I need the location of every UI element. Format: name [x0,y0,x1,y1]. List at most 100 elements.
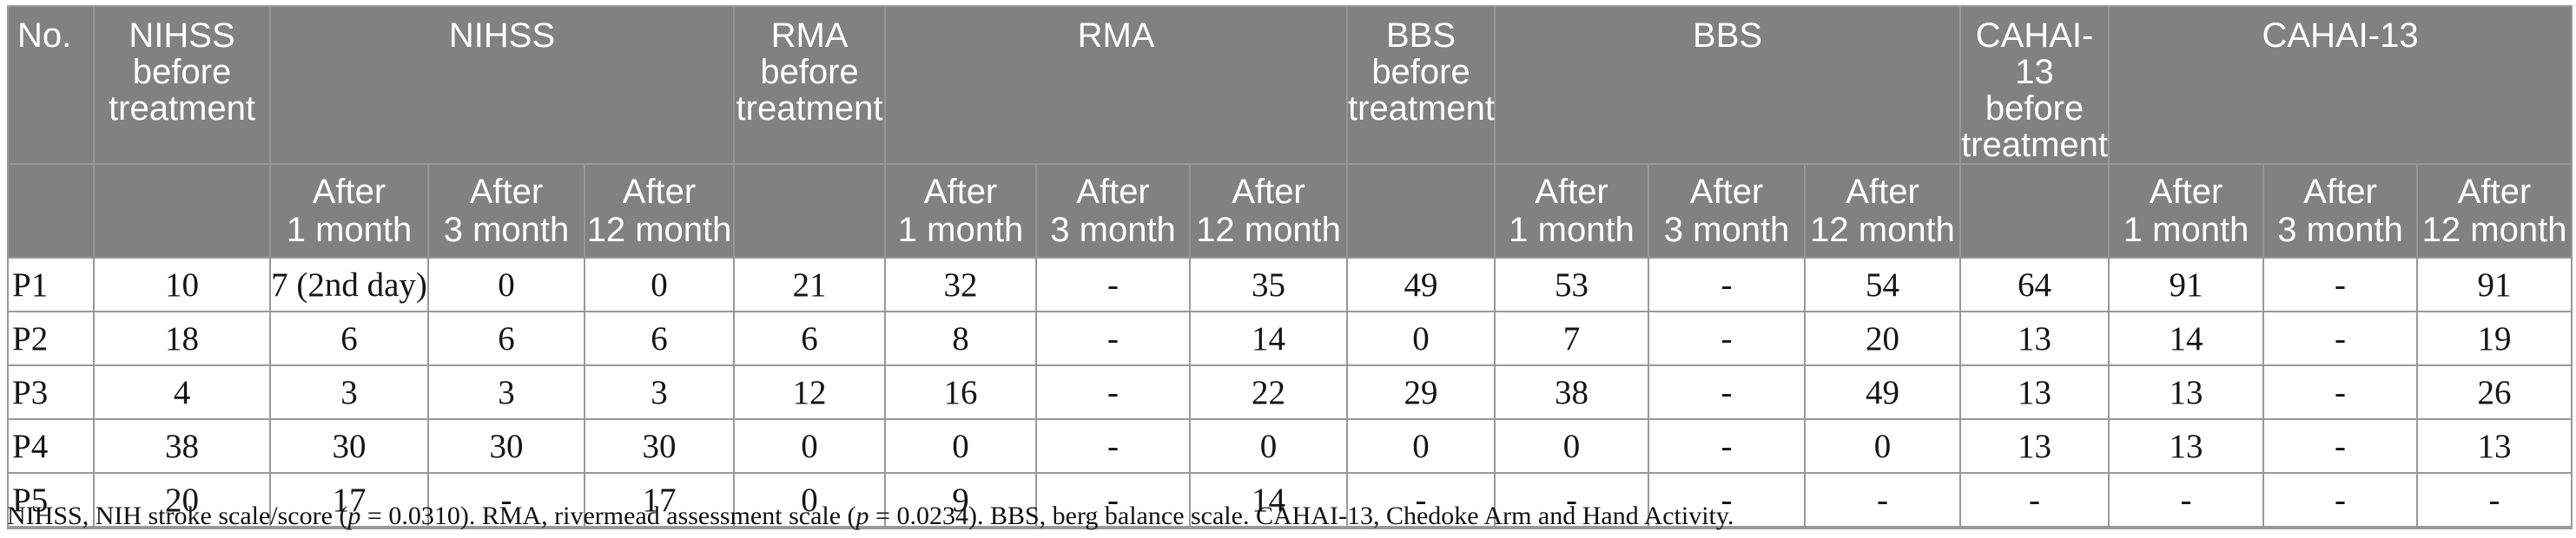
score-cell: 17 [583,472,736,529]
score-cell: - [1648,311,1807,366]
score-cell: 4 [93,364,271,420]
score-cell: 0 [583,257,736,312]
header-empty [733,163,887,259]
table-body: P1 10 7 (2nd day) 0 0 21 32-35 49 53-54 64 91-91 P2… [7,257,2573,529]
score-cell: 32 [884,257,1038,312]
header-nihss-before: NIHSS before treatment [93,5,271,165]
score-cell: 6 [427,311,585,366]
score-cell: - [1648,472,1807,529]
score-cell: - [427,472,585,529]
header-row-after: After 1 month After 3 month After 12 mon… [7,163,2573,259]
score-cell: 7 (2nd day) [269,257,429,312]
score-cell: 14 [2108,311,2265,366]
patient-scores-table: No. NIHSS before treatment NIHSS RMA bef… [7,5,2573,529]
score-cell: 0 [733,418,887,474]
header-bbs-after-12-month: After 12 month [1804,163,1962,259]
footnote-text: NIHSS, NIH stroke scale/score ( [7,502,348,530]
patient-id: P1 [7,257,95,312]
score-cell: 18 [93,311,271,366]
score-cell: 19 [2416,311,2573,366]
score-cell: - [2262,257,2419,312]
score-cell: - [1648,364,1807,420]
table-row: P2 18 6 6 6 6 8-14 0 7-20 13 14-19 [7,311,2573,366]
score-cell: 35 [1189,257,1349,312]
score-cell: 38 [93,418,271,474]
score-cell: - [1035,311,1192,366]
score-cell: 91 [2108,257,2265,312]
score-cell: - [1035,364,1192,420]
table-row: P4 38 30 30 30 0 0-0 0 0-0 13 13-13 [7,418,2573,474]
score-cell: 13 [2108,364,2265,420]
table-footnote: NIHSS, NIH stroke scale/score (p = 0.031… [7,502,2560,531]
header-empty [1959,163,2110,259]
score-cell: - [2262,472,2419,529]
score-cell: 0 [884,418,1038,474]
patient-id: P2 [7,311,95,366]
header-nihss-after-12-month: After 12 month [583,163,736,259]
footnote-p-italic: p [347,502,361,530]
patient-id: P3 [7,364,95,420]
header-row-groups: No. NIHSS before treatment NIHSS RMA bef… [7,5,2573,165]
score-cell: - [1804,472,1962,529]
score-cell: 3 [269,364,429,420]
header-bbs-after-3-month: After 3 month [1648,163,1807,259]
score-cell: - [2262,418,2419,474]
score-cell: 49 [1346,257,1496,312]
header-group-bbs: BBS [1494,5,1962,165]
score-cell: 12 [733,364,887,420]
score-cell: 13 [1959,311,2110,366]
score-cell: 22 [1189,364,1349,420]
table-row: P1 10 7 (2nd day) 0 0 21 32-35 49 53-54 64 91-91 [7,257,2573,312]
header-cahai-after-12-month: After 12 month [2416,163,2573,259]
score-cell: 13 [2108,418,2265,474]
score-cell: - [1959,472,2110,529]
header-nihss-after-3-month: After 3 month [427,163,585,259]
header-cahai-after-1-month: After 1 month [2108,163,2265,259]
score-cell: 54 [1804,257,1962,312]
score-cell: 0 [427,257,585,312]
footnote-text: = 0.0310). RMA, rivermead assessment sca… [360,502,856,530]
score-cell: - [1494,472,1650,529]
score-cell: 9 [884,472,1038,529]
header-no: No. [7,5,95,165]
footnote-p-italic: p [855,502,869,530]
score-cell: 21 [733,257,887,312]
score-cell: 20 [1804,311,1962,366]
score-cell: 0 [1804,418,1962,474]
patient-id: P5 [7,472,95,529]
header-cahai-after-3-month: After 3 month [2262,163,2419,259]
header-empty [7,163,95,259]
score-cell: 0 [1346,311,1496,366]
table-row: P3 4 3 3 3 12 16-22 29 38-49 13 13-26 [7,364,2573,420]
score-cell: 38 [1494,364,1650,420]
score-cell: 3 [427,364,585,420]
header-rma-after-12-month: After 12 month [1189,163,1349,259]
score-cell: 14 [1189,311,1349,366]
score-cell: - [2262,311,2419,366]
score-cell: 7 [1494,311,1650,366]
header-group-nihss: NIHSS [268,5,736,165]
score-cell: 30 [269,418,429,474]
score-cell: 91 [2416,257,2573,312]
header-nihss-after-1-month: After 1 month [269,163,429,259]
table-row: P5 20 17-17 0 9-14- - - - - - - - [7,472,2573,529]
score-cell: 30 [427,418,585,474]
score-cell: 13 [1959,418,2110,474]
score-cell: 10 [93,257,271,312]
header-bbs-after-1-month: After 1 month [1494,163,1650,259]
score-cell: 20 [93,472,271,529]
table-header: No. NIHSS before treatment NIHSS RMA bef… [7,5,2573,259]
score-cell: 49 [1804,364,1962,420]
score-cell: 0 [1189,418,1349,474]
score-cell: - [1035,472,1192,529]
score-cell: - [2108,472,2265,529]
footnote-text: = 0.0234). BBS, berg balance scale. CAHA… [869,502,1734,530]
score-cell: 0 [1494,418,1650,474]
score-cell: 26 [2416,364,2573,420]
score-cell: - [2262,364,2419,420]
score-cell: 0 [733,472,887,529]
score-cell: 30 [583,418,736,474]
score-cell: 0 [1346,418,1496,474]
header-rma-after-1-month: After 1 month [884,163,1038,259]
patient-id: P4 [7,418,95,474]
